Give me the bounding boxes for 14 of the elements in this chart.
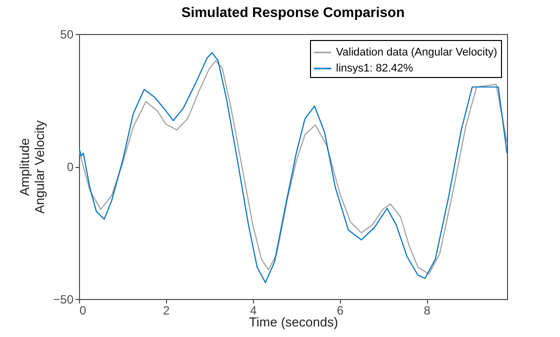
x-tick-label: 2 [163,304,170,318]
legend-label: linsys1: 82.42% [336,62,414,74]
x-tick-label: 6 [336,304,344,318]
chart-title: Simulated Response Comparison [181,4,405,20]
x-tick-label: 4 [250,304,257,318]
y-tick-label: −50 [53,292,74,306]
x-axis-title: Time (seconds) [248,314,338,330]
y-tick-label: 50 [60,28,74,42]
text: Angular Velocity [32,120,48,214]
legend-label: Validation data (Angular Velocity) [336,46,498,58]
y-axis-title: Amplitude [17,138,32,196]
y-tick-label: 0 [66,160,74,174]
x-tick-label: 0 [80,304,86,318]
x-tick-label: 8 [424,304,431,318]
